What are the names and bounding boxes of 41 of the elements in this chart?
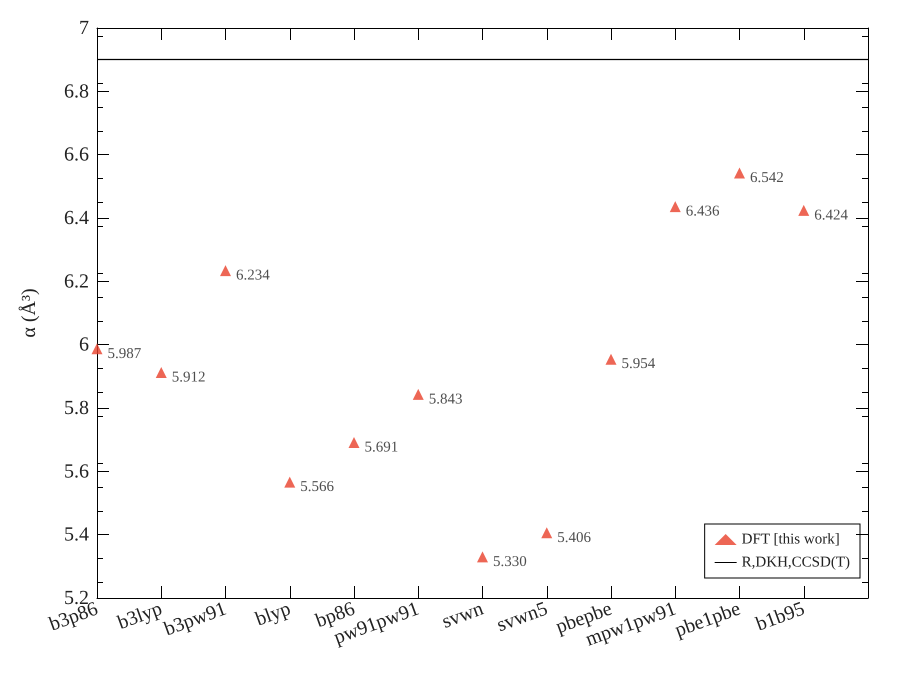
point <box>348 437 360 448</box>
y-tick-label: 6.8 <box>64 80 89 102</box>
point <box>734 168 745 179</box>
point <box>92 343 102 354</box>
point <box>156 367 167 378</box>
data-label: 6.542 <box>750 170 784 186</box>
data-label: 5.330 <box>493 554 527 570</box>
point <box>541 527 552 538</box>
y-tick-label: 7 <box>79 17 89 39</box>
y-tick-label: 6.2 <box>64 270 89 292</box>
data-label: 5.691 <box>364 440 398 456</box>
x-tick-label: svwn5 <box>494 598 551 636</box>
data-label: 6.436 <box>686 204 720 220</box>
data-label: 5.406 <box>557 530 592 546</box>
x-tick-label: svwn <box>439 598 486 633</box>
data-label: 5.912 <box>172 370 206 386</box>
data-label: 5.987 <box>108 346 142 362</box>
data-label: 6.234 <box>236 268 270 284</box>
y-axis-title: α (Å³) <box>18 288 40 338</box>
point <box>798 204 810 216</box>
y-tick-label: 5.8 <box>64 397 89 419</box>
data-label: 5.843 <box>428 391 462 408</box>
point <box>477 551 488 562</box>
point <box>606 354 616 365</box>
point <box>284 476 296 488</box>
data-label: 5.566 <box>300 479 334 496</box>
y-tick-label: 6.4 <box>64 207 89 229</box>
x-tick-label: b1b95 <box>753 598 808 636</box>
data-label: 6.424 <box>814 207 848 224</box>
x-tick-label: blyp <box>252 598 294 630</box>
y-tick-label: 5.6 <box>64 460 89 482</box>
data-label: 5.954 <box>622 356 656 372</box>
y-tick-label: 6 <box>79 334 89 356</box>
legend-label: R,DKH,CCSD(T) <box>742 554 850 570</box>
point <box>220 265 231 276</box>
y-tick-label: 6.6 <box>64 144 89 166</box>
point <box>670 201 681 212</box>
legend-label: DFT [this work] <box>742 532 840 548</box>
x-tick-label: b3pw91 <box>161 598 230 640</box>
y-tick-label: 5.4 <box>64 524 89 546</box>
point <box>412 388 424 400</box>
